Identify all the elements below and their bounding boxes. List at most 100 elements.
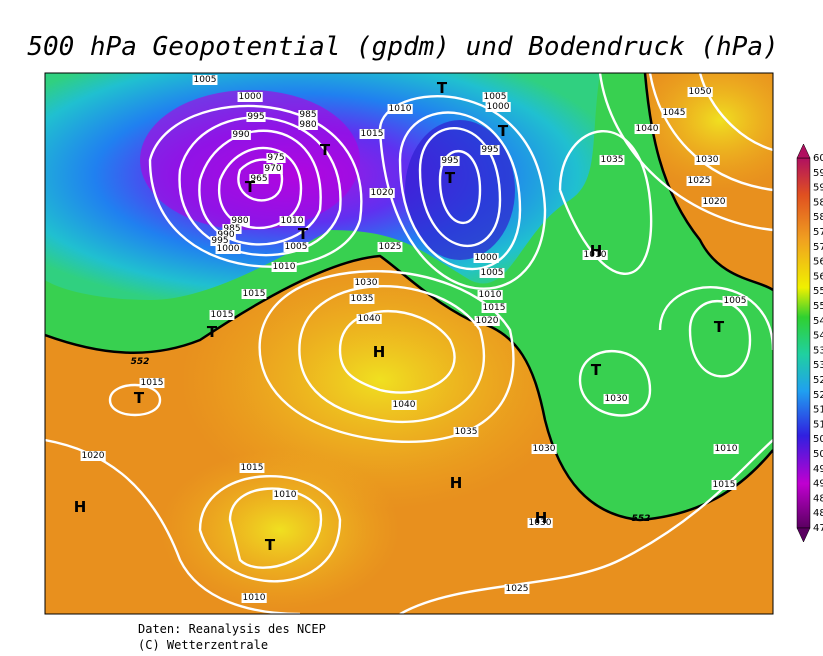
isobar-label-bg — [283, 242, 309, 252]
pressure-center: H — [535, 509, 548, 527]
isobar-label-bg — [582, 250, 608, 260]
isobar-label: 1020 — [476, 316, 499, 326]
colorbar-label: 51 — [813, 405, 823, 416]
isobar-label: 1015 — [243, 289, 266, 299]
isobar-label-bg — [369, 188, 395, 198]
isobar-label: 1010 — [243, 593, 266, 603]
isobar-label-bg — [230, 216, 250, 226]
isobar-label-bg — [271, 262, 297, 272]
pressure-center: H — [373, 343, 386, 361]
isobar-label: 1005 — [481, 268, 504, 278]
pressure-center: H — [450, 474, 463, 492]
isobar-label-bg — [249, 174, 269, 184]
isobar-label: 980 — [231, 216, 248, 226]
isobar-label: 1025 — [688, 176, 711, 186]
colorbar-label: 59 — [813, 183, 823, 194]
isobar-label: 1020 — [371, 188, 394, 198]
isobar-label: 1015 — [361, 129, 384, 139]
pressure-center: T — [245, 178, 256, 196]
isobar-label: 1010 — [584, 250, 607, 260]
isobar-label-bg — [263, 164, 283, 174]
isobar-label: 1020 — [703, 197, 726, 207]
isobar-label: 1015 — [713, 480, 736, 490]
isobar-label: 1015 — [141, 378, 164, 388]
isobar-label-bg — [298, 120, 318, 130]
isobar-label-bg — [139, 378, 165, 388]
isobar-label: 980 — [299, 120, 316, 130]
isobar-label: 1015 — [483, 303, 506, 313]
colorbar-bottom-arrow — [796, 527, 811, 543]
isobar-label: 985 — [223, 224, 240, 234]
isobar-label: 1030 — [529, 518, 552, 528]
isobar-label: 1025 — [506, 584, 529, 594]
pressure-center: T — [445, 169, 456, 187]
isobar-label: 965 — [250, 174, 267, 184]
isobar-label-bg — [661, 108, 687, 118]
colorbar-top-arrow — [796, 143, 811, 159]
isobar-label: 1010 — [389, 104, 412, 114]
isobar-label-bg — [279, 216, 305, 226]
pressure-center: H — [590, 242, 603, 260]
isobar-label: 1000 — [487, 102, 510, 112]
pressure-center: T — [498, 122, 509, 140]
isobar-label: 1010 — [281, 216, 304, 226]
isobar-label: 1030 — [355, 278, 378, 288]
isobar-label: 975 — [267, 153, 284, 163]
pressure-center: T — [437, 79, 448, 97]
colorbar-label: 52 — [813, 375, 823, 386]
colorbar-label: 53 — [813, 345, 823, 356]
isobar-label-bg — [377, 242, 403, 252]
isobar-label-bg — [686, 176, 712, 186]
colorbar-label: 58 — [813, 212, 823, 223]
map — [45, 73, 773, 614]
isobar-label-bg — [482, 92, 508, 102]
isobar-label-bg — [353, 278, 379, 288]
isobar-label-bg — [722, 296, 748, 306]
isobar-label-bg — [477, 290, 503, 300]
colorbar-label: 48 — [813, 508, 823, 519]
isobar-label: 995 — [211, 236, 228, 246]
isobar-label-bg — [349, 294, 375, 304]
isobar-label: 1010 — [274, 490, 297, 500]
colorbar-label: 47 — [813, 523, 823, 534]
isobar-label: 1025 — [379, 242, 402, 252]
colorbar-label: 49 — [813, 479, 823, 490]
footer-line: (C) Wetterzentrale — [138, 638, 268, 652]
height-label: 552 — [131, 357, 150, 367]
colorbar-label: 50 — [813, 434, 823, 445]
colorbar-label: 52 — [813, 390, 823, 401]
isobar-label-bg — [272, 490, 298, 500]
isobar-label-bg — [356, 314, 382, 324]
colorbar-label: 54 — [813, 316, 823, 327]
pressure-center: T — [298, 225, 309, 243]
pressure-center: T — [591, 361, 602, 379]
isobar-label-bg — [266, 153, 286, 163]
isobar-label-bg — [241, 593, 267, 603]
pressure-center: T — [265, 536, 276, 554]
isobar-label-bg — [694, 155, 720, 165]
isobar-label-bg — [80, 451, 106, 461]
isobar-label: 1030 — [605, 394, 628, 404]
isobar-label-bg — [713, 444, 739, 454]
isobar-label-bg — [391, 400, 417, 410]
isobar-label-bg — [239, 463, 265, 473]
colorbar-label: 48 — [813, 493, 823, 504]
isobar-label: 970 — [264, 164, 281, 174]
isobar-label: 1020 — [82, 451, 105, 461]
colorbar-label: 55 — [813, 286, 823, 297]
pressure-center: T — [134, 389, 145, 407]
isobar-label-bg — [634, 124, 660, 134]
isobar-label: 1015 — [211, 310, 234, 320]
isobar-label: 1005 — [484, 92, 507, 102]
footer-line: Daten: Reanalysis des NCEP — [138, 622, 326, 636]
isobar-label-bg — [210, 236, 230, 246]
isobar-label-bg — [216, 230, 236, 240]
colorbar-label: 57 — [813, 227, 823, 238]
height-contour — [643, 73, 773, 292]
isobar-label-bg — [527, 518, 553, 528]
isobar-label-bg — [603, 394, 629, 404]
isobar-label-bg — [231, 130, 251, 140]
isobar-label: 1040 — [636, 124, 659, 134]
colorbar-label: 59 — [813, 168, 823, 179]
